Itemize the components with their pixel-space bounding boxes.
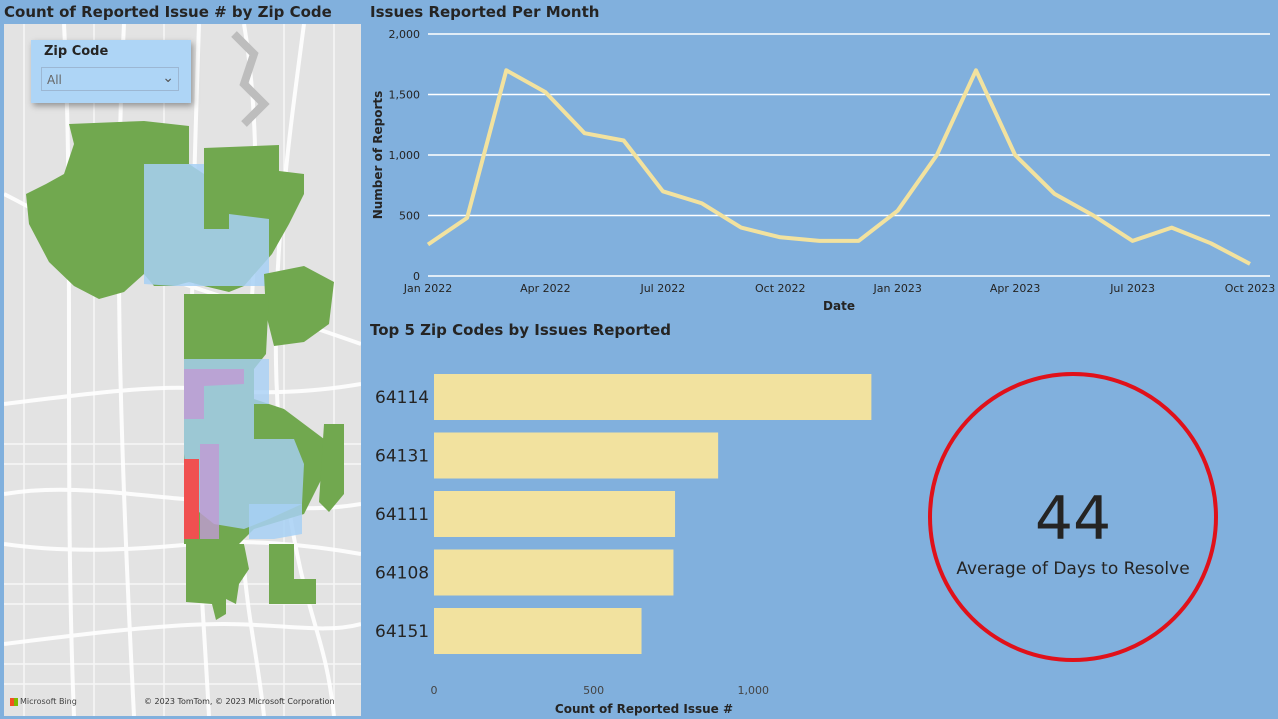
bar-64108[interactable] [434,549,674,596]
zip-code-slicer: Zip Code All ⌄ [31,40,191,103]
x-tick-label: Oct 2022 [755,282,806,295]
line-chart-y-axis-label: Number of Reports [371,91,385,220]
map-copyright: © 2023 TomTom, © 2023 Microsoft Corporat… [144,697,335,706]
category-label: 64108 [375,564,429,584]
x-tick-label: Jul 2023 [1109,282,1155,295]
dropdown-value: All [47,73,62,87]
map-canvas [4,24,361,716]
x-tick-label: Apr 2022 [520,282,571,295]
zip-code-map[interactable]: Zip Code All ⌄ Microsoft Bing © 2023 Tom… [4,24,361,716]
y-tick-label: 1,500 [389,89,421,102]
x-tick-label: Apr 2023 [990,282,1041,295]
bar-64131[interactable] [434,432,719,479]
y-tick-label: 500 [399,210,420,223]
bar-chart-x-axis-label: Count of Reported Issue # [555,702,733,716]
x-tick-label: 1,000 [738,684,770,697]
y-tick-label: 0 [413,270,420,283]
y-tick-label: 1,000 [389,149,421,162]
slicer-label: Zip Code [44,44,109,59]
x-tick-label: 0 [431,684,438,697]
bar-64114[interactable] [434,374,872,420]
zip-code-dropdown[interactable]: All ⌄ [41,67,179,91]
category-label: 64151 [375,622,429,642]
bar-chart[interactable]: 64114 64131 64111 64108 64151 0 500 1,000 Coun… [365,345,905,717]
y-tick-label: 2,000 [389,28,421,41]
x-tick-label: Oct 2023 [1225,282,1276,295]
x-tick-label: Jul 2022 [639,282,685,295]
line-series[interactable] [426,68,1251,266]
category-label: 64131 [375,447,429,467]
line-chart-y-ticks: 0 500 1,000 1,500 2,000 [389,28,421,283]
bar-chart-bars [434,374,872,654]
bar-chart-x-ticks: 0 500 1,000 [431,684,770,697]
x-tick-label: Jan 2023 [872,282,921,295]
category-label: 64111 [375,505,429,525]
x-tick-label: Jan 2022 [403,282,452,295]
bing-label: Microsoft Bing [20,697,77,706]
bar-64111[interactable] [434,491,676,537]
line-chart-gridlines [428,33,1270,277]
x-tick-label: 500 [583,684,604,697]
bar-chart-category-labels: 64114 64131 64111 64108 64151 [375,388,429,642]
bar-64151[interactable] [434,608,642,654]
chevron-down-icon: ⌄ [162,70,174,86]
kpi-label: Average of Days to Resolve [956,559,1190,579]
zip-region-central[interactable] [184,294,344,544]
bing-attribution: Microsoft Bing [10,697,77,706]
kpi-card: 44 Average of Days to Resolve [928,372,1218,662]
bar-chart-title: Top 5 Zip Codes by Issues Reported [370,321,671,339]
line-chart-x-ticks: Jan 2022 Apr 2022 Jul 2022 Oct 2022 Jan 2023… [403,282,1275,295]
zip-region-south[interactable] [186,504,316,620]
zip-region-north[interactable] [26,121,334,346]
line-chart-x-axis-label: Date [823,299,855,313]
map-title: Count of Reported Issue # by Zip Code [4,3,332,21]
microsoft-logo-icon [10,697,18,706]
kpi-value: 44 [1034,484,1112,554]
category-label: 64114 [375,388,429,408]
line-chart-title: Issues Reported Per Month [370,3,600,21]
line-chart[interactable]: 0 500 1,000 1,500 2,000 Jan 2022 Apr 2022 Jul … [365,22,1278,318]
